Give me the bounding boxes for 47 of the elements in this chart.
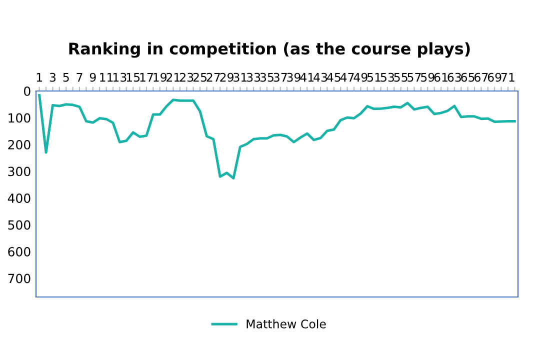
y-tick-label: 400 [8,193,30,203]
x-tick-label: 1 [36,72,42,82]
x-tick-label: 47 [340,72,354,82]
x-tick-label: 15 [126,72,140,82]
x-tick-label: 9 [90,72,96,82]
x-tick-label: 59 [421,72,434,82]
x-tick-label: 57 [408,72,421,82]
x-tick-label: 45 [326,72,340,82]
x-tick-label: 55 [394,72,408,82]
x-tick-label: 37 [274,72,287,82]
x-tick-label: 31 [234,72,247,82]
x-tick-label: 61 [434,72,448,82]
x-tick-label: 3 [50,72,56,82]
x-tick-label: 21 [166,72,180,82]
chart-title: Ranking in competition (as the course plays) [69,42,470,58]
x-tick-label: 53 [380,72,394,82]
legend-label: Matthew Cole [246,319,326,328]
x-tick-label: 43 [314,72,328,82]
x-tick-label: 5 [63,72,69,82]
x-tick-label: 23 [180,72,194,82]
line-series [38,94,516,180]
y-tick-label: 200 [8,140,30,150]
x-tick-label: 65 [461,72,474,82]
x-tick-label: 71 [501,72,514,82]
x-tick-label: 11 [100,72,113,82]
x-tick-label: 17 [140,72,153,82]
y-tick-label: 0 [24,86,30,96]
x-tick-label: 29 [220,72,234,82]
x-tick-label: 51 [367,72,380,82]
x-tick-label: 49 [354,72,368,82]
x-tick-label: 41 [300,72,314,82]
y-tick-label: 500 [8,220,30,230]
x-tick-label: 39 [287,72,300,82]
x-tick-label: 35 [260,72,274,82]
y-tick-label: 300 [8,166,30,176]
y-tick-label: 100 [8,113,30,123]
x-tick-label: 63 [448,72,461,82]
x-tick-label: 67 [474,72,488,82]
x-tick-label: 69 [488,72,502,82]
x-tick-label: 33 [246,72,260,82]
y-tick-label: 700 [8,274,30,284]
x-tick-label: 7 [76,72,82,82]
x-tick-label: 27 [206,72,220,82]
x-tick-label: 13 [113,72,126,82]
y-tick-label: 600 [8,246,30,256]
x-tick-label: 19 [154,72,167,82]
x-tick-label: 25 [193,72,206,82]
